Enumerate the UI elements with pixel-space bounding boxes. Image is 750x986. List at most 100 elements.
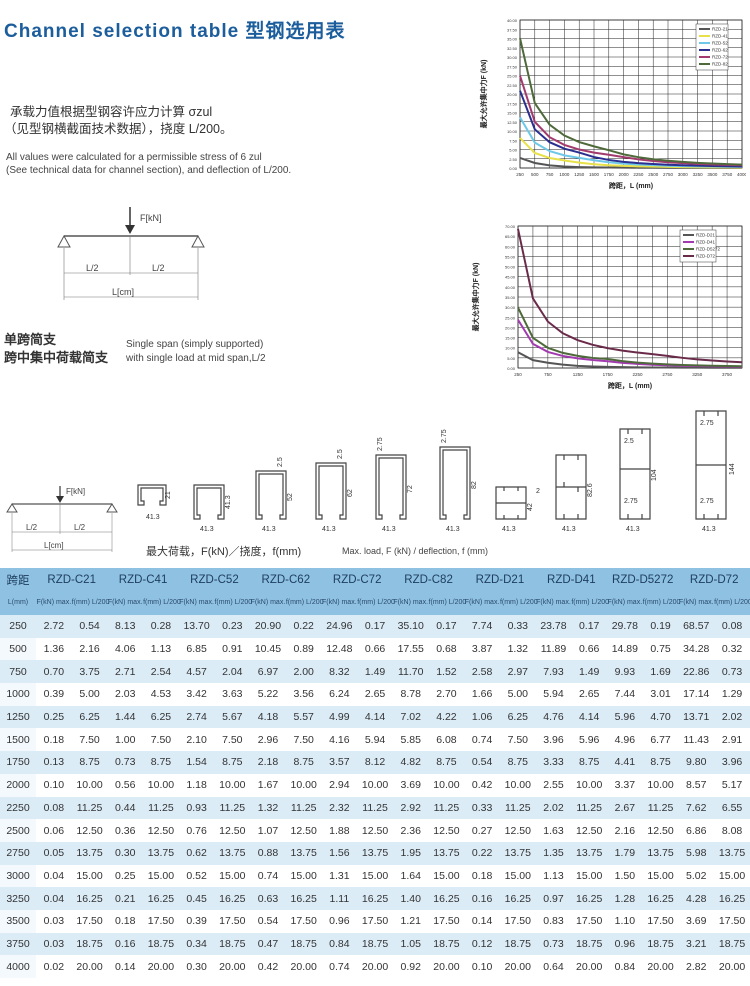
value-cell: 0.02 [36, 955, 72, 978]
profile-dim: 2.5 [277, 457, 284, 467]
x-tick-label: 2750 [662, 372, 673, 377]
value-cell: 20.00 [714, 955, 750, 978]
value-cell: 17.50 [214, 909, 251, 933]
value-cell: 0.30 [107, 841, 144, 865]
y-tick-label: 55.00 [505, 254, 516, 259]
value-cell: 0.83 [535, 909, 572, 933]
value-cell: 0.08 [36, 796, 72, 820]
profile-dim: 2.75 [441, 429, 448, 443]
value-cell: 0.70 [36, 660, 72, 684]
x-tick-label: 3750 [722, 172, 733, 177]
value-cell: 2.65 [571, 683, 607, 706]
table-row: 500 1.36 2.16 4.06 1.13 6.85 0.91 10.45 0.89 12.4… [0, 637, 750, 661]
value-cell: 20.00 [285, 955, 322, 978]
value-cell: 5.22 [250, 683, 286, 706]
value-cell: 4.70 [642, 705, 679, 729]
profile-dim: 2.75 [700, 420, 714, 427]
legend-label: RZD-82 [712, 62, 728, 67]
value-cell: 8.75 [499, 751, 536, 774]
value-cell: 11.25 [357, 796, 393, 820]
value-cell: 0.18 [36, 728, 72, 752]
value-cell: 16.25 [143, 887, 179, 910]
value-cell: 15.00 [143, 864, 179, 888]
profile-dim: 62 [347, 489, 354, 497]
value-cell: 0.62 [178, 841, 215, 865]
value-cell: 10.00 [285, 773, 322, 797]
model-header: RZD-C52 [178, 568, 251, 591]
span-cell: 2000 [0, 773, 36, 797]
value-cell: 0.42 [250, 955, 286, 978]
value-cell: 12.50 [428, 819, 465, 842]
value-cell: 12.50 [214, 819, 251, 842]
value-cell: 0.73 [535, 932, 572, 956]
value-cell: 0.23 [214, 615, 251, 638]
value-cell: 0.63 [250, 887, 286, 910]
load-subheader: F(kN) max. [321, 591, 358, 615]
value-cell: 5.98 [678, 841, 715, 865]
value-cell: 15.00 [357, 864, 393, 888]
value-cell: 8.75 [285, 751, 322, 774]
span-cell: 2250 [0, 796, 36, 820]
value-cell: 11.70 [392, 660, 429, 684]
y-tick-label: 20.00 [507, 92, 518, 97]
value-cell: 2.36 [392, 819, 429, 842]
beam-force-label: F[kN] [140, 213, 162, 223]
x-tick-label: 3750 [722, 372, 733, 377]
deflection-subheader: f(mm) L/200 [714, 591, 750, 615]
value-cell: 0.56 [107, 773, 144, 797]
value-cell: 8.08 [714, 819, 750, 842]
value-cell: 1.52 [428, 660, 465, 684]
x-tick-label: 250 [516, 172, 524, 177]
value-cell: 0.66 [571, 637, 607, 661]
x-tick-label: 1250 [573, 372, 584, 377]
value-cell: 0.17 [357, 615, 393, 638]
x-tick-label: 750 [546, 172, 554, 177]
value-cell: 8.57 [678, 773, 715, 797]
value-cell: 1.10 [607, 909, 643, 933]
value-cell: 6.24 [321, 683, 358, 706]
support-cn-line1: 单跨简支 [4, 332, 57, 347]
value-cell: 6.25 [499, 705, 536, 729]
value-cell: 0.64 [535, 955, 572, 978]
x-tick-label: 500 [531, 172, 539, 177]
profile-dim: 42 [527, 503, 534, 511]
profile-c82: 41.3 82 2.75 [439, 429, 478, 533]
value-cell: 11.25 [71, 796, 108, 820]
span-cell: 3250 [0, 887, 36, 910]
value-cell: 3.69 [392, 773, 429, 797]
value-cell: 7.62 [678, 796, 715, 820]
profile-dim: 41.3 [146, 514, 160, 521]
value-cell: 24.96 [321, 615, 358, 638]
value-cell: 11.89 [535, 637, 572, 661]
chart-single-svg: 0.00 2.50 5.00 7.50 10.00 12.50 15.00 17.50 20.0… [479, 18, 748, 190]
profile-dim: 41.3 [626, 526, 640, 533]
span-unit: L(mm) [0, 591, 36, 615]
value-cell: 2.54 [143, 660, 179, 684]
x-tick-label: 2000 [619, 172, 630, 177]
profile-d5272: 41.3 104 2.5 2.75 [619, 428, 658, 533]
value-cell: 7.50 [214, 728, 251, 752]
series-line-rzd-d72 [517, 228, 743, 364]
value-cell: 16.25 [357, 887, 393, 910]
value-cell: 4.57 [178, 660, 215, 684]
value-cell: 13.75 [642, 841, 679, 865]
model-header: RZD-C72 [321, 568, 393, 591]
value-cell: 0.84 [607, 955, 643, 978]
profile-d21: 41.3 42 2 [495, 486, 540, 533]
value-cell: 0.04 [36, 864, 72, 888]
value-cell: 8.13 [107, 615, 144, 638]
value-cell: 1.49 [357, 660, 393, 684]
value-cell: 16.25 [428, 887, 465, 910]
value-cell: 0.17 [571, 615, 607, 638]
value-cell: 10.00 [357, 773, 393, 797]
model-header: RZD-D5272 [607, 568, 679, 591]
value-cell: 0.88 [250, 841, 286, 865]
value-cell: 13.75 [428, 841, 465, 865]
value-cell: 20.90 [250, 615, 286, 638]
value-cell: 7.50 [499, 728, 536, 752]
value-cell: 6.08 [428, 728, 465, 752]
table-row: 250 2.72 0.54 8.13 0.28 13.70 0.23 20.90 0.22 24.… [0, 615, 750, 638]
value-cell: 0.68 [428, 637, 465, 661]
value-cell: 2.16 [607, 819, 643, 842]
value-cell: 1.67 [250, 773, 286, 797]
